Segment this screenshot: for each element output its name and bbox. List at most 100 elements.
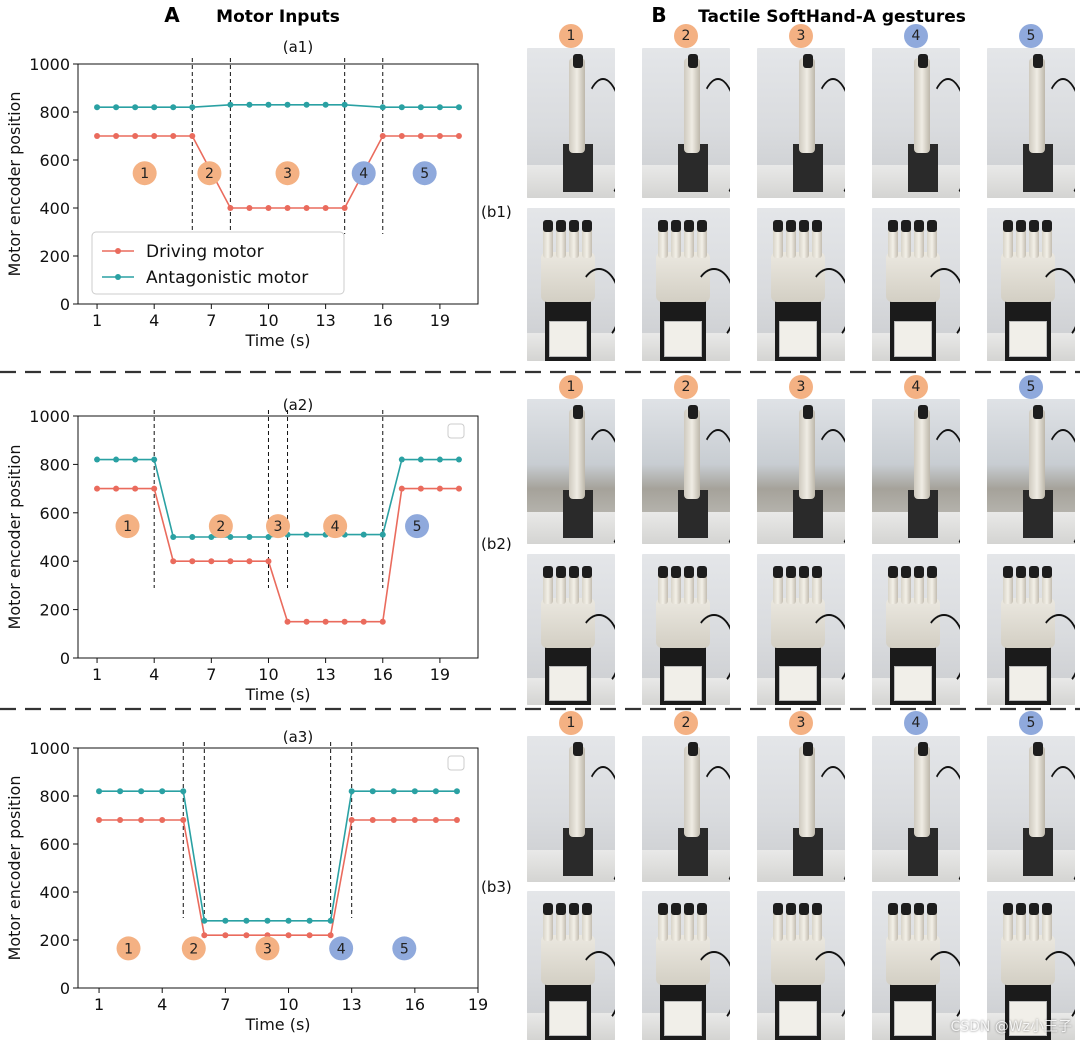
photo-cable — [581, 766, 615, 882]
x-tick-label: 1 — [92, 311, 102, 330]
y-tick-label: 800 — [39, 103, 70, 122]
front-view-photo — [757, 554, 845, 705]
photo-cable — [1037, 614, 1075, 688]
photo-fingertip — [914, 220, 924, 232]
gesture-badge: 2 — [674, 24, 698, 48]
watermark: CSDN @Wz小王子 — [950, 1019, 1072, 1035]
driving-motor-point — [379, 133, 386, 139]
antagonistic-motor-point — [417, 456, 424, 463]
antagonistic-motor-point — [303, 531, 310, 538]
driving-motor-point — [360, 618, 367, 625]
legend-label: Antagonistic motor — [146, 268, 308, 288]
phase-badge-circle — [115, 514, 140, 539]
driving-motor-point — [243, 932, 250, 939]
antagonistic-motor-point — [222, 917, 229, 924]
x-axis-label: Time (s) — [244, 1015, 310, 1034]
antagonistic-motor-point — [132, 456, 139, 463]
photo-finger — [812, 222, 822, 258]
driving-motor-point — [132, 485, 139, 492]
photo-cable — [922, 614, 960, 688]
photo-fingertip — [799, 566, 809, 578]
photo-cable — [926, 78, 960, 198]
photo-finger — [799, 222, 809, 258]
antagonistic-motor-point — [436, 456, 443, 463]
photo-finger — [671, 568, 681, 604]
photo-fingertip — [927, 903, 937, 915]
side-view-photo — [987, 736, 1075, 882]
side-view-photo — [757, 736, 845, 882]
phase-badge-circle — [255, 936, 280, 961]
y-tick-label: 0 — [60, 979, 70, 998]
photo-fingertip — [1033, 742, 1043, 756]
photo-row-label: (b3) — [481, 878, 512, 896]
antagonistic-motor-point — [398, 104, 405, 111]
photo-finger — [1003, 905, 1013, 941]
phase-badge: 4 — [323, 514, 348, 539]
photo-fingertip — [1003, 903, 1013, 915]
phase-badge-label: 2 — [216, 519, 225, 535]
y-tick-label: 0 — [60, 649, 70, 668]
photo-finger — [697, 222, 707, 258]
photo-fingertip — [888, 903, 898, 915]
photo-fingertip — [556, 220, 566, 232]
gesture-badge: 2 — [674, 375, 698, 399]
photo-fingertip — [671, 220, 681, 232]
y-tick-label: 600 — [39, 835, 70, 854]
driving-motor-point — [96, 817, 103, 823]
photo-fingertip — [543, 566, 553, 578]
photo-fingertip — [573, 405, 583, 419]
x-tick-label: 7 — [206, 665, 216, 684]
gesture-badge: 5 — [1019, 24, 1043, 48]
driving-motor-point — [436, 485, 443, 492]
photo-fingertip — [569, 903, 579, 915]
legend-swatch-point — [115, 274, 121, 280]
photo-fingertip — [688, 742, 698, 756]
photo-finger — [799, 568, 809, 604]
photo-fingertip — [684, 903, 694, 915]
antagonistic-motor-point — [132, 104, 139, 111]
antagonistic-motor-point — [432, 788, 439, 795]
phase-badge: 2 — [197, 161, 222, 186]
antagonistic-motor-point — [306, 917, 313, 924]
gesture-badge: 2 — [674, 711, 698, 735]
front-view-photo — [872, 554, 960, 705]
gesture-badge: 3 — [789, 375, 813, 399]
empty-legend-box — [447, 423, 465, 439]
driving-motor-point — [379, 618, 386, 625]
driving-motor-point — [151, 485, 158, 492]
photo-finger — [927, 222, 937, 258]
photo-cable — [811, 78, 845, 198]
x-tick-label: 13 — [342, 995, 362, 1014]
photo-finger — [773, 568, 783, 604]
photo-fingertip — [582, 903, 592, 915]
photo-fingertip — [812, 903, 822, 915]
phase-badge: 3 — [266, 514, 290, 539]
driving-motor-point — [390, 817, 397, 823]
y-tick-label: 200 — [39, 931, 70, 950]
plot-frame — [77, 63, 479, 305]
photo-cable — [577, 951, 615, 1025]
side-view-photo — [757, 48, 845, 198]
photo-fingertip — [927, 220, 937, 232]
photo-cable — [811, 766, 845, 882]
photo-finger — [786, 222, 796, 258]
photo-fingertip — [918, 54, 928, 68]
photo-finger — [901, 222, 911, 258]
panel-a-letter: A — [164, 3, 180, 27]
driving-motor-point — [170, 133, 177, 139]
photo-finger — [914, 222, 924, 258]
phase-badge-circle — [116, 936, 141, 961]
driving-motor-point — [189, 133, 196, 139]
antagonistic-motor-point — [201, 917, 208, 924]
y-tick-label: 200 — [39, 601, 70, 620]
driving-motor-point — [303, 205, 310, 211]
figure-header: A Motor Inputs B Tactile SoftHand-A gest… — [164, 3, 966, 27]
x-tick-label: 4 — [157, 995, 167, 1014]
photo-cable — [807, 268, 845, 342]
antagonistic-motor-point — [341, 101, 348, 108]
driving-motor-point — [227, 205, 234, 211]
antagonistic-motor-point — [138, 788, 145, 795]
antagonistic-motor-point — [379, 104, 386, 111]
x-tick-label: 10 — [278, 995, 298, 1014]
